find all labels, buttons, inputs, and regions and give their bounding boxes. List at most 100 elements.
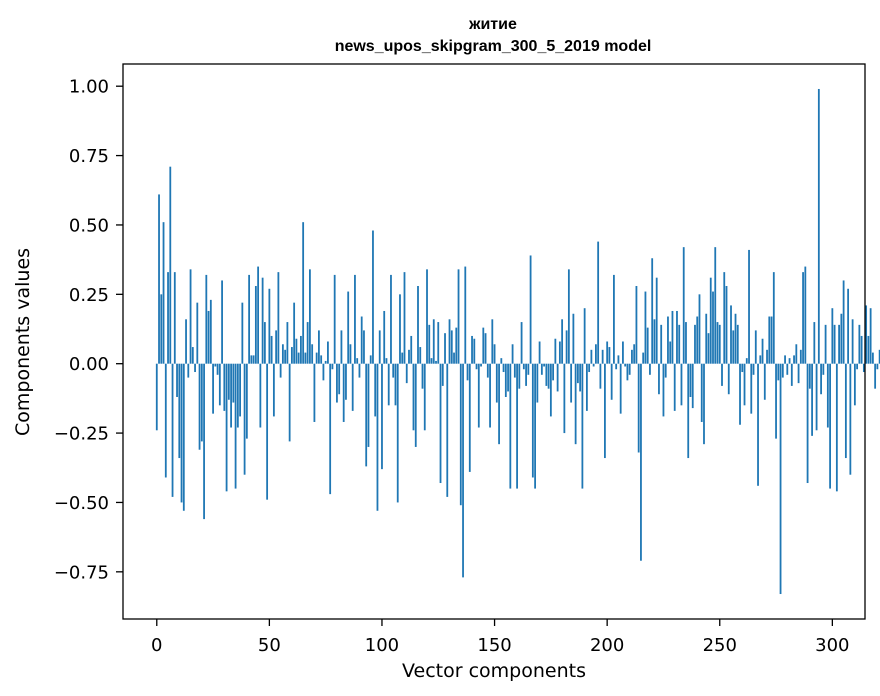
- bar: [824, 324, 827, 364]
- bar: [209, 299, 212, 364]
- bar: [644, 291, 647, 364]
- bar: [529, 255, 532, 364]
- y-axis-label: Components values: [12, 248, 34, 436]
- bar: [439, 363, 442, 484]
- bar: [187, 363, 190, 378]
- bar: [178, 363, 181, 459]
- bar: [500, 358, 503, 364]
- bar: [628, 363, 631, 375]
- bar: [775, 363, 777, 439]
- bar: [869, 308, 872, 364]
- bar: [781, 363, 784, 378]
- bars-group: [155, 88, 880, 595]
- bar: [471, 335, 473, 364]
- bar: [727, 363, 730, 395]
- bar: [351, 363, 354, 411]
- bar: [631, 349, 633, 364]
- bar: [696, 316, 699, 364]
- bar: [381, 363, 383, 470]
- bar: [410, 335, 413, 364]
- bar: [572, 313, 575, 364]
- bar: [853, 363, 856, 406]
- bar: [448, 319, 451, 364]
- bar: [336, 363, 338, 403]
- bar: [356, 358, 359, 364]
- bar: [414, 363, 417, 447]
- bar: [372, 230, 374, 364]
- bar: [243, 363, 246, 475]
- chart-title-line2: news_upos_skipgram_300_5_2019 model: [335, 38, 652, 55]
- bar: [450, 330, 453, 364]
- bar: [745, 358, 748, 364]
- bar: [520, 322, 523, 364]
- bar: [363, 330, 365, 364]
- bar: [385, 358, 388, 364]
- bar: [736, 324, 739, 364]
- bar: [446, 363, 449, 497]
- bar: [793, 355, 795, 364]
- bar: [466, 363, 469, 381]
- bar: [867, 335, 870, 364]
- bar: [441, 363, 444, 386]
- bar: [428, 324, 431, 364]
- bar: [322, 363, 325, 381]
- bar: [297, 352, 300, 364]
- bar: [561, 319, 564, 364]
- bar: [484, 333, 487, 364]
- bar: [320, 355, 323, 364]
- bar: [750, 363, 753, 414]
- bar: [540, 363, 543, 375]
- bar: [513, 363, 516, 378]
- bar: [673, 363, 676, 411]
- bar: [227, 363, 230, 400]
- bar: [723, 272, 726, 364]
- bar: [338, 363, 341, 395]
- bar: [732, 330, 735, 364]
- bar: [408, 349, 410, 364]
- bar: [288, 363, 291, 442]
- bar: [207, 310, 210, 364]
- bar: [752, 363, 755, 375]
- bar: [349, 344, 352, 364]
- bar: [300, 335, 302, 364]
- bar: [525, 363, 527, 386]
- bar: [189, 269, 192, 364]
- chart-title-line1: житие: [468, 16, 517, 33]
- bar: [252, 355, 255, 364]
- bar: [802, 272, 804, 364]
- bar: [716, 322, 719, 364]
- bar: [558, 341, 561, 364]
- bar: [689, 363, 692, 397]
- bar: [459, 363, 462, 506]
- bar: [712, 291, 714, 364]
- bar: [212, 363, 214, 414]
- y-tick-label: −0.50: [54, 493, 109, 514]
- bar: [279, 363, 282, 378]
- bar: [329, 363, 332, 495]
- bar: [604, 363, 606, 459]
- bar: [180, 363, 183, 503]
- bar: [777, 363, 780, 381]
- bar: [536, 363, 539, 403]
- y-tick-label: 0.50: [69, 215, 109, 236]
- bar: [588, 363, 591, 373]
- bar: [531, 363, 534, 478]
- bar: [412, 363, 415, 431]
- bar: [277, 272, 280, 364]
- bar: [423, 363, 426, 431]
- bar: [811, 363, 813, 436]
- bar: [581, 363, 584, 489]
- bar: [182, 363, 185, 511]
- bar: [691, 363, 694, 409]
- bar: [705, 313, 708, 364]
- bar: [378, 330, 381, 364]
- bar: [757, 363, 759, 486]
- bar: [651, 258, 654, 364]
- bar: [876, 363, 879, 370]
- bar: [437, 322, 440, 364]
- x-tick-label: 150: [477, 635, 511, 656]
- bar: [419, 347, 422, 364]
- plot-area-frame: [122, 63, 866, 620]
- bar: [829, 363, 831, 489]
- bar: [259, 363, 262, 428]
